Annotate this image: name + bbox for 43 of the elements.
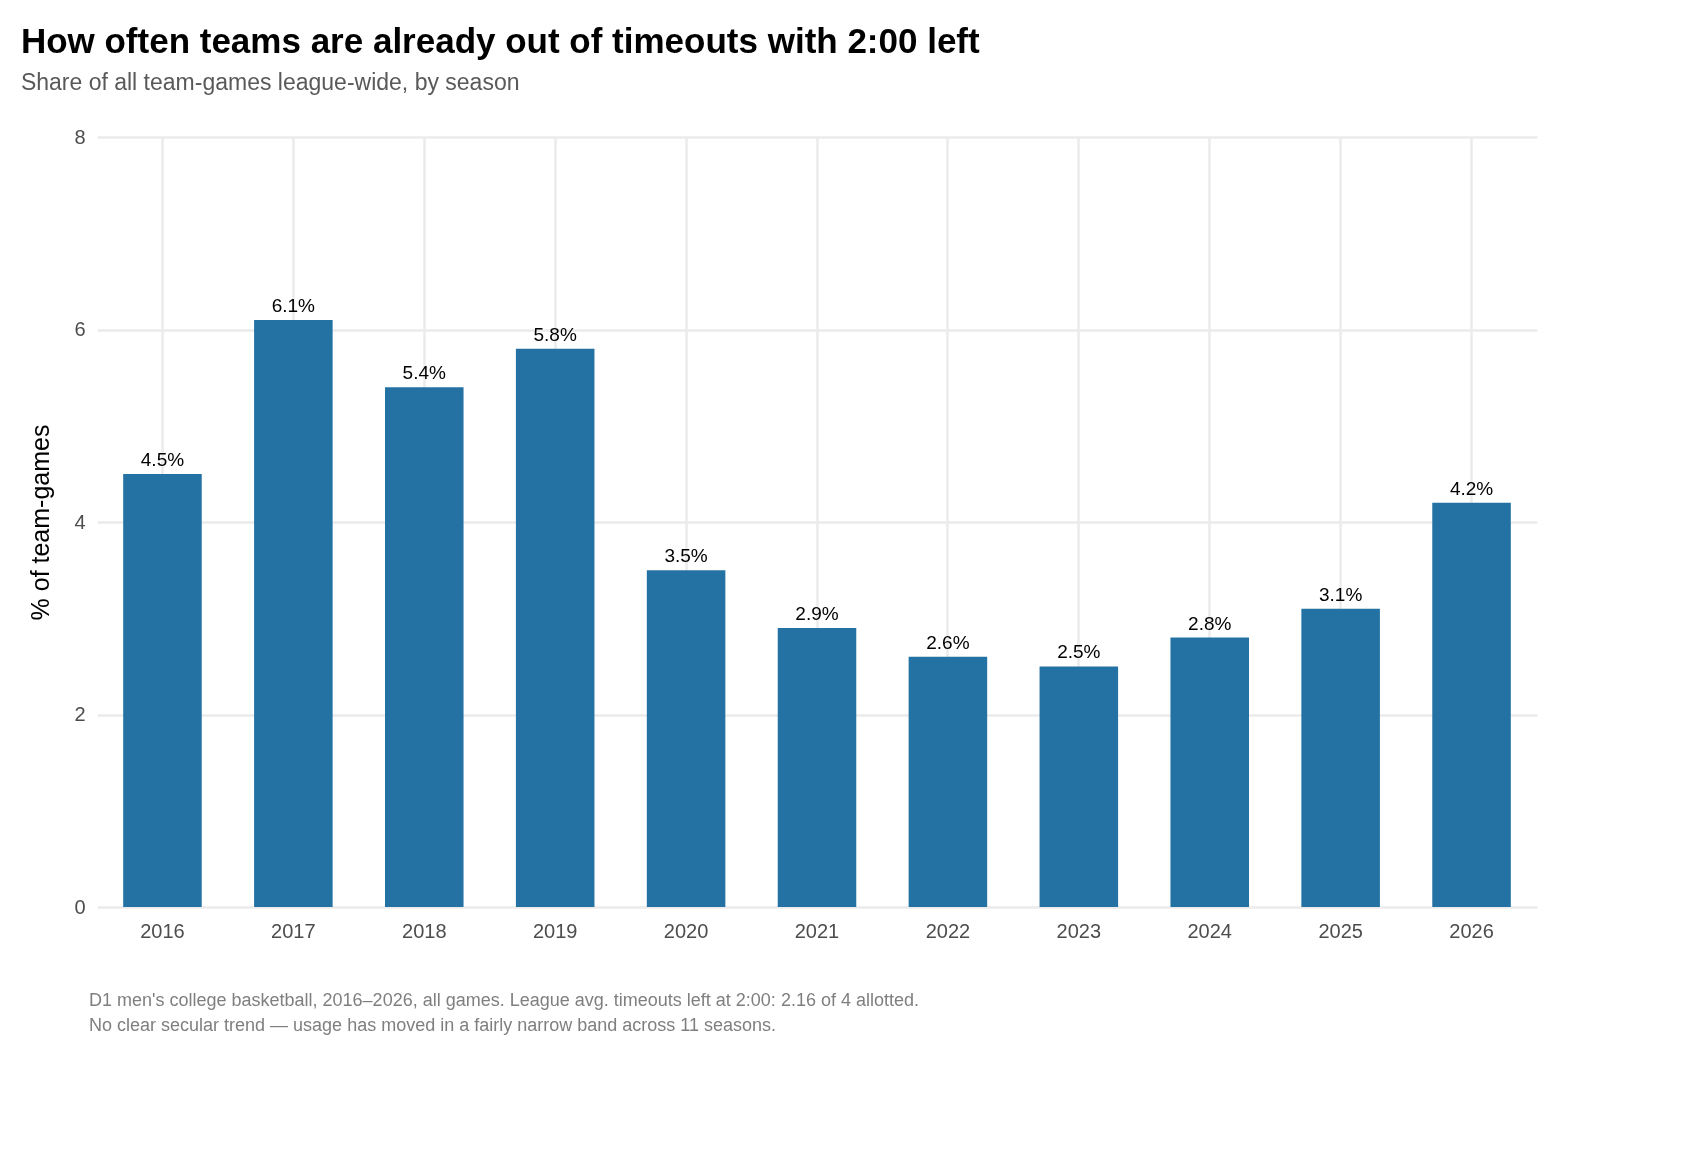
data-label: 2.5% [1057, 641, 1101, 663]
x-tick-label: 2017 [271, 919, 316, 942]
y-axis-title: % of team-games [26, 424, 55, 621]
y-tick-label: 8 [74, 125, 86, 148]
y-tick-label: 6 [74, 318, 86, 340]
y-tick-label: 4 [74, 510, 86, 533]
bar [1039, 666, 1119, 907]
x-tick-label: 2023 [1056, 919, 1102, 942]
x-tick-label: 2016 [140, 919, 185, 942]
x-tick-label: 2022 [925, 919, 971, 942]
text: D1 men's college basketball, 2016–2026, all games. League avg. timeouts left at 2:00: 2.16 of 4 allotted. [89, 990, 919, 1010]
data-label: 3.1% [1318, 583, 1363, 605]
chart-title: How often teams are already out of timeouts with 2:00 left [20, 21, 981, 60]
y-tick-label: 2 [74, 703, 86, 725]
bar [646, 570, 726, 907]
x-tick-label: 2020 [663, 919, 709, 942]
bar [1432, 502, 1511, 907]
data-label: 6.1% [271, 294, 316, 316]
x-tick-label: 2021 [794, 919, 840, 942]
data-label: 4.5% [140, 448, 185, 470]
bar [1170, 637, 1249, 907]
x-tick-label: 2025 [1318, 919, 1363, 942]
data-label: 2.9% [795, 602, 839, 624]
bar [385, 387, 464, 907]
bar [777, 627, 857, 907]
bar [1301, 608, 1380, 907]
bar [123, 473, 202, 907]
bar [908, 656, 988, 907]
x-tick-label: 2018 [402, 919, 447, 942]
x-tick-label: 2024 [1187, 919, 1232, 942]
data-label: 3.5% [664, 545, 708, 567]
chart-subtitle: Share of all team-games league-wide, by season [20, 69, 520, 95]
bar [515, 348, 595, 907]
data-label: 2.6% [926, 631, 970, 653]
bar [254, 319, 333, 907]
y-tick-label: 0 [74, 895, 86, 918]
x-tick-label: 2026 [1449, 919, 1494, 942]
data-label: 4.2% [1449, 477, 1494, 499]
data-label: 5.4% [402, 362, 447, 384]
data-label: 2.8% [1188, 612, 1232, 634]
text: No clear secular trend — usage has moved in a fairly narrow band across 11 seasons. [89, 1015, 777, 1035]
data-label: 5.8% [533, 323, 577, 345]
x-tick-label: 2019 [532, 919, 578, 942]
